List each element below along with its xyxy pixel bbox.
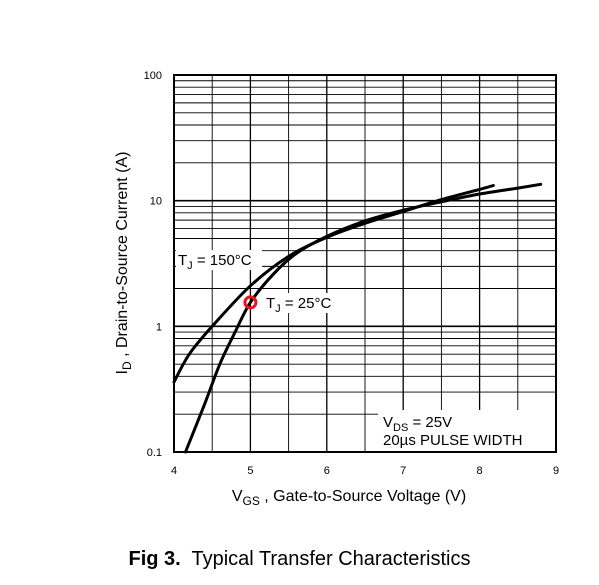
series-line-tj-25 <box>184 182 543 454</box>
y-tick-label: 1 <box>156 321 162 333</box>
conditions-box <box>378 410 556 451</box>
series-label-150-bg <box>176 250 262 270</box>
x-tick-label: 7 <box>400 465 406 477</box>
y-axis-title-sub: D <box>120 361 134 370</box>
y-tick-label: 100 <box>144 70 162 82</box>
figure-caption: Fig 3. Typical Transfer Characteristics <box>0 548 599 571</box>
x-axis-title-sub: GS <box>243 494 260 508</box>
highlight-marker <box>243 295 258 310</box>
x-axis-title: VGS , Gate-to-Source Voltage (V) <box>232 488 466 508</box>
vds-condition-sub: DS <box>393 422 408 434</box>
figure-number: Fig 3. <box>128 548 181 570</box>
series-label-25: TJ = 25°C <box>266 295 331 315</box>
x-tick-label: 4 <box>171 465 177 477</box>
figure-title: Typical Transfer Characteristics <box>191 548 471 570</box>
curves <box>172 182 543 454</box>
series-label-25-sub: J <box>275 303 281 315</box>
series-label-150-sub: J <box>187 260 193 272</box>
series-label-150: TJ = 150°C <box>178 252 252 272</box>
y-axis-title: ID , Drain-to-Source Current (A) <box>114 152 134 375</box>
plot-frame <box>173 74 557 453</box>
series-label-25-bg <box>264 293 344 313</box>
x-tick-label: 8 <box>477 465 483 477</box>
y-tick-label: 0.1 <box>147 447 162 459</box>
x-tick-label: 9 <box>553 465 559 477</box>
pulse-width-condition: 20µs PULSE WIDTH <box>383 432 523 449</box>
y-tick-label: 10 <box>150 196 162 208</box>
x-tick-label: 6 <box>324 465 330 477</box>
vds-condition: VDS = 25V <box>383 414 452 434</box>
x-tick-label: 5 <box>247 465 253 477</box>
tick-labels: 4 5 6 7 8 9 0.1 1 10 100 <box>144 70 559 477</box>
series-line-tj-150 <box>172 184 495 384</box>
